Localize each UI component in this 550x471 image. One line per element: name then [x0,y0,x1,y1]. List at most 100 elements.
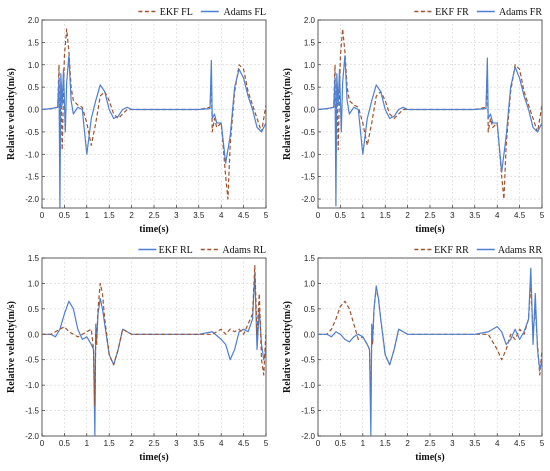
x-tick-label: 1 [85,211,90,220]
y-tick-label: -0.5 [25,356,39,365]
x-axis-title: time(s) [139,224,168,235]
y-tick-label: 0.0 [304,330,316,339]
legend-label: Adams RL [222,245,266,256]
x-tick-label: 2.5 [424,211,436,220]
x-tick-label: 0.5 [59,439,71,448]
y-tick-label: -1.5 [301,173,315,182]
y-tick-label: -1.5 [25,407,39,416]
series-line-adams-fr [318,55,542,207]
x-tick-label: 4.5 [514,439,526,448]
y-tick-label: 2.0 [28,16,40,25]
x-tick-label: 3.5 [193,439,205,448]
x-tick-label: 4.5 [514,211,526,220]
y-axis-title: Relative velocity(m/s) [282,301,293,393]
y-tick-label: 0.5 [28,83,40,92]
y-tick-label: 1.5 [304,254,316,263]
chart-panel-rl: 0 0.5 1 1.5 2 2.5 3 3.5 4 4.5 5 1.5 1.0 0.5 0.0 -0.5 -1.… [6,245,269,463]
y-tick-label: 1.5 [28,38,40,47]
series-line-adams-rl [42,265,266,407]
series-line-adams-fl [42,55,266,208]
x-tick-label: 3 [450,211,455,220]
legend-label: EKF RR [434,245,469,256]
x-tick-label: 4 [495,211,500,220]
y-tick-label: -0.5 [25,128,39,137]
x-tick-label: 3 [450,439,455,448]
x-tick-label: 0.5 [335,439,347,448]
y-tick-label: 1.0 [304,61,316,70]
x-tick-label: 5 [540,439,545,448]
x-axis-title: time(s) [139,452,168,463]
y-tick-label: 1.0 [28,61,40,70]
x-tick-label: 3 [174,439,179,448]
legend-label: Adams RR [498,245,543,256]
x-tick-label: 1.5 [380,439,392,448]
x-tick-label: 1.5 [104,211,116,220]
series-line-adams-rr [318,267,542,436]
x-tick-label: 0 [40,211,45,220]
x-tick-label: 2 [405,211,410,220]
y-tick-label: -1.5 [301,407,315,416]
x-tick-label: 0 [316,439,321,448]
y-tick-label: -0.5 [301,128,315,137]
y-tick-label: 0.5 [304,305,316,314]
y-tick-label: -2.0 [301,432,315,441]
y-tick-label: 1.5 [304,38,316,47]
x-tick-label: 3.5 [469,439,481,448]
x-tick-label: 3 [174,211,179,220]
y-axis-title: Relative velocity(m/s) [6,68,17,160]
y-tick-label: -1.0 [301,150,315,159]
legend-label: EKF RL [159,245,193,256]
y-tick-label: -1.0 [301,381,315,390]
x-tick-label: 3.5 [469,211,481,220]
x-tick-label: 4 [219,211,224,220]
y-tick-label: -2.0 [301,195,315,204]
y-tick-label: -1.0 [25,150,39,159]
y-axis-title: Relative velocity(m/s) [6,301,17,393]
x-tick-label: 5 [264,211,269,220]
x-tick-label: 2.5 [148,211,160,220]
y-tick-label: 2.0 [304,16,316,25]
y-axis-title: Relative velocity(m/s) [282,68,293,160]
x-tick-label: 2.5 [148,439,160,448]
y-tick-label: 0.5 [304,83,316,92]
x-tick-label: 5 [264,439,269,448]
x-tick-label: 2 [129,439,134,448]
y-tick-label: 0.5 [28,305,40,314]
x-tick-label: 5 [540,211,545,220]
chart-panel-fl: 0 0.5 1 1.5 2 2.5 3 3.5 4 4.5 5 2.0 1.5 1.0 0.5 0.0 -0.5… [6,7,269,235]
x-tick-label: 2 [129,211,134,220]
x-tick-label: 1 [361,439,366,448]
x-tick-label: 1.5 [104,439,116,448]
x-tick-label: 4.5 [238,211,250,220]
x-tick-label: 2.5 [424,439,436,448]
x-tick-label: 3.5 [193,211,205,220]
x-tick-label: 0.5 [335,211,347,220]
y-tick-label: 0.0 [28,330,40,339]
series-line-ekf-rr [318,282,542,407]
y-tick-label: -1.5 [25,173,39,182]
chart-panel-fr: 0 0.5 1 1.5 2 2.5 3 3.5 4 4.5 5 2.0 1.5 1.0 0.5 0.0 -0.5… [282,7,545,235]
legend-label: EKF FL [160,7,193,18]
y-tick-label: 1.0 [304,279,316,288]
y-tick-label: 0.0 [304,106,316,115]
legend-label: Adams FL [224,7,267,18]
y-tick-label: 1.5 [28,254,40,263]
chart-panel-rr: 0 0.5 1 1.5 2 2.5 3 3.5 4 4.5 5 1.5 1.0 0.5 0.0 -0.5 -1.… [282,245,545,463]
y-tick-label: 0.0 [28,106,40,115]
x-axis-title: time(s) [415,224,444,235]
y-tick-label: -2.0 [25,195,39,204]
x-tick-label: 0 [316,211,321,220]
legend-label: EKF FR [435,7,469,18]
x-tick-label: 0.5 [59,211,71,220]
x-tick-label: 1 [361,211,366,220]
x-tick-label: 1.5 [380,211,392,220]
x-tick-label: 4 [495,439,500,448]
x-tick-label: 4 [219,439,224,448]
x-tick-label: 0 [40,439,45,448]
x-tick-label: 2 [405,439,410,448]
y-tick-label: -0.5 [301,356,315,365]
series-line-ekf-rl [42,272,266,436]
legend-label: Adams FR [499,7,542,18]
x-axis-title: time(s) [415,452,444,463]
